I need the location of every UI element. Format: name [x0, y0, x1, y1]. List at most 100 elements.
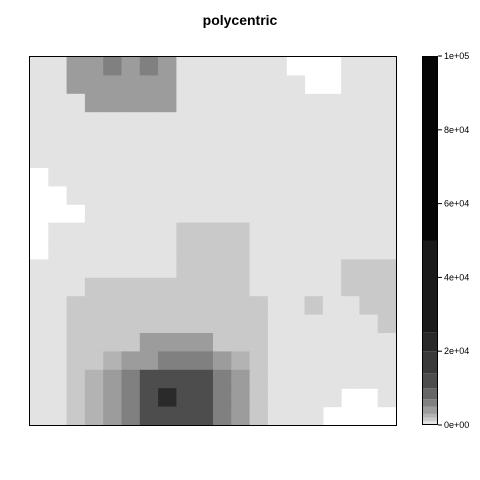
raster-cell [194, 333, 214, 352]
raster-cell [286, 75, 306, 95]
raster-cell [231, 222, 251, 242]
raster-cell [304, 333, 324, 352]
raster-cell [213, 112, 232, 132]
raster-cell [30, 314, 49, 334]
raster-cell [359, 204, 379, 224]
raster-cell [194, 314, 214, 334]
raster-cell [84, 259, 104, 279]
colorbar-band [422, 373, 438, 389]
raster-cell [341, 75, 360, 95]
raster-cell [249, 259, 269, 279]
raster-cell [304, 296, 324, 316]
raster-cell [341, 149, 360, 168]
raster-cell [377, 314, 397, 334]
raster-cell [66, 167, 86, 187]
raster-cell [48, 259, 68, 279]
raster-cell [84, 93, 104, 113]
raster-cell [194, 259, 214, 279]
raster-cell [377, 204, 397, 224]
raster-cell [213, 259, 232, 279]
raster-cell [341, 130, 360, 150]
raster-cell [249, 369, 269, 389]
raster-cell [121, 57, 141, 76]
raster-cell [359, 75, 379, 95]
raster-cell [267, 222, 287, 242]
raster-cell [267, 314, 287, 334]
raster-cell [359, 185, 379, 205]
raster-cell [158, 185, 177, 205]
raster-cell [121, 388, 141, 408]
raster-cell [194, 277, 214, 297]
raster-cell [231, 241, 251, 260]
raster-cell [322, 351, 342, 371]
raster-cell [304, 369, 324, 389]
raster-cell [359, 259, 379, 279]
raster-cell [231, 369, 251, 389]
raster-cell [359, 241, 379, 260]
raster-cell [176, 75, 196, 95]
raster-cell [359, 112, 379, 132]
raster-cell [322, 388, 342, 408]
raster-cell [249, 130, 269, 150]
raster-cell [341, 93, 360, 113]
raster-cell [66, 149, 86, 168]
raster-cell [231, 296, 251, 316]
raster-cell [359, 277, 379, 297]
colorbar-band [422, 240, 438, 333]
raster-cell [249, 241, 269, 260]
raster-cell [103, 296, 123, 316]
raster-cell [158, 75, 177, 95]
raster-cell [249, 388, 269, 408]
raster-cell [121, 314, 141, 334]
raster-cell [30, 57, 49, 76]
raster-cell [213, 369, 232, 389]
raster-cell [377, 333, 397, 352]
raster-cell [231, 351, 251, 371]
raster-cell [213, 204, 232, 224]
raster-cell [84, 75, 104, 95]
raster-cell [194, 222, 214, 242]
raster-cell [359, 314, 379, 334]
raster-cell [103, 57, 123, 76]
raster-cell [30, 130, 49, 150]
raster-cell [176, 185, 196, 205]
raster-cell [194, 93, 214, 113]
raster-cell [84, 388, 104, 408]
raster-cell [231, 112, 251, 132]
raster-cell [48, 112, 68, 132]
raster-cell [121, 149, 141, 168]
raster-cell [213, 93, 232, 113]
raster-cell [341, 112, 360, 132]
raster-cell [249, 296, 269, 316]
raster-cell [231, 185, 251, 205]
raster-cell [103, 333, 123, 352]
raster-cell [103, 222, 123, 242]
raster-cell [377, 369, 397, 389]
raster-cell [30, 369, 49, 389]
raster-cell [249, 333, 269, 352]
raster-cell [66, 112, 86, 132]
raster-cell [267, 93, 287, 113]
raster-cell [84, 130, 104, 150]
raster-cell [121, 185, 141, 205]
raster-cell [249, 222, 269, 242]
raster-cell [322, 93, 342, 113]
raster-cell [286, 259, 306, 279]
raster-cell [377, 93, 397, 113]
raster-cell [139, 277, 159, 297]
raster-cell [213, 333, 232, 352]
raster-cell [377, 241, 397, 260]
raster-cell [194, 185, 214, 205]
raster-cell [286, 277, 306, 297]
raster-cell [322, 277, 342, 297]
raster-cell [66, 333, 86, 352]
raster-cell [176, 57, 196, 76]
raster-cell [139, 57, 159, 76]
raster-cell [158, 222, 177, 242]
raster-cell [213, 241, 232, 260]
raster-cell [213, 222, 232, 242]
raster-cell [267, 369, 287, 389]
raster-cell [30, 406, 49, 426]
raster-cell [322, 112, 342, 132]
raster-cell [121, 296, 141, 316]
